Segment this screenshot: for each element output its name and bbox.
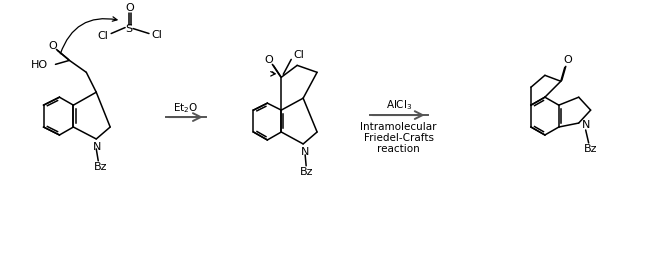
Text: N: N <box>301 147 309 157</box>
Text: O: O <box>126 3 134 13</box>
Text: O: O <box>264 55 273 65</box>
Text: Cl: Cl <box>98 30 109 41</box>
Text: N: N <box>93 142 102 152</box>
Text: O: O <box>563 55 572 65</box>
Text: Cl: Cl <box>294 50 305 60</box>
Text: reaction: reaction <box>377 144 420 154</box>
Text: HO: HO <box>30 60 47 70</box>
Text: Bz: Bz <box>299 167 313 177</box>
Text: AlCl$_3$: AlCl$_3$ <box>385 98 411 112</box>
Text: O: O <box>48 41 57 51</box>
Text: Intramolecular: Intramolecular <box>361 122 437 132</box>
Text: Friedel-Crafts: Friedel-Crafts <box>363 133 434 143</box>
Text: Cl: Cl <box>152 29 162 39</box>
Text: Et$_2$O: Et$_2$O <box>173 101 198 115</box>
Text: N: N <box>581 120 590 130</box>
Text: Bz: Bz <box>584 144 597 154</box>
Text: Bz: Bz <box>94 162 107 172</box>
Text: S: S <box>126 24 133 34</box>
